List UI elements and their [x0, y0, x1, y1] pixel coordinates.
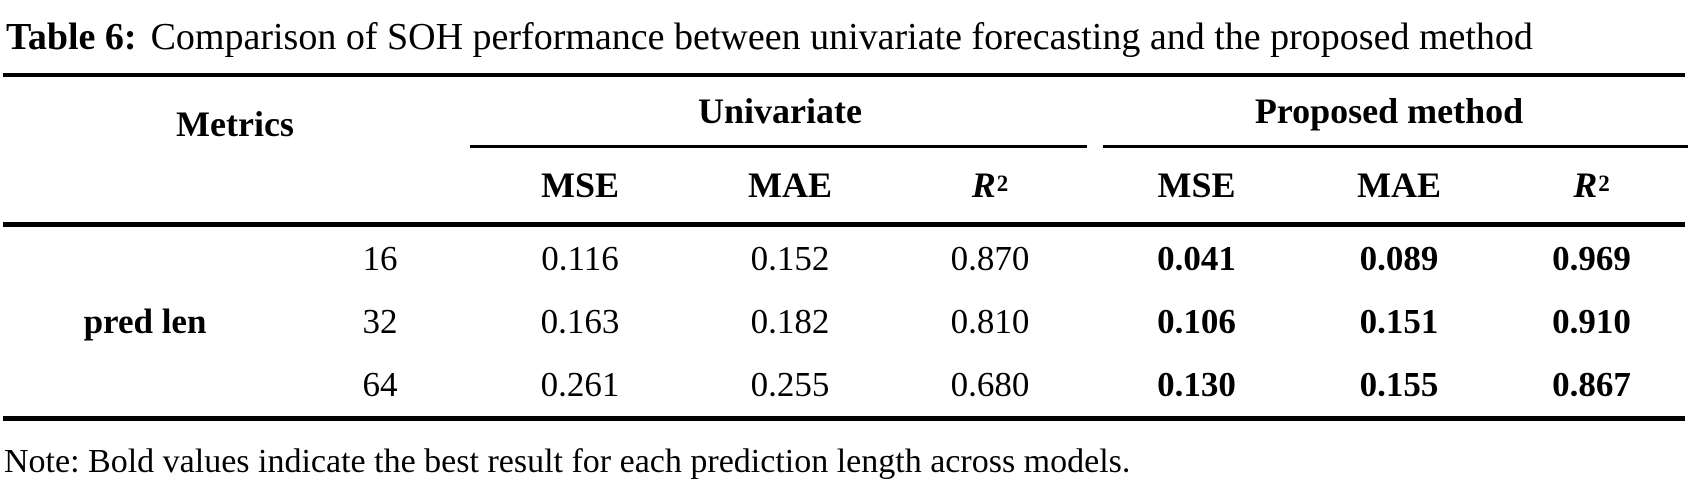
table-cell-proposed-mae: 0.089 [1359, 239, 1439, 278]
pred-len-row-group-label: pred len [83, 302, 207, 341]
table-cell-univariate-mae: 0.152 [750, 239, 830, 278]
proposed-cmidrule [1103, 145, 1688, 148]
proposed-group-header: Proposed method [1254, 91, 1524, 131]
univariate-r2-header-label: R [971, 165, 996, 205]
pred-len-value: 32 [362, 302, 398, 341]
table-cell-univariate-mse: 0.261 [540, 365, 620, 404]
table-cell-univariate-mae: 0.255 [750, 365, 830, 404]
proposed-r2-header-label: R [1573, 165, 1598, 205]
table-cell-proposed-mae: 0.151 [1359, 302, 1439, 341]
table-caption-label: Table 6: [6, 15, 137, 58]
table-cell-proposed-mse: 0.130 [1157, 365, 1236, 404]
metrics-column-header: Metrics [176, 103, 294, 144]
table-caption: Table 6: Comparison of SOH performance b… [0, 0, 1688, 73]
table-cell-univariate-mse: 0.163 [540, 302, 620, 341]
univariate-mae-header: MAE [690, 148, 890, 222]
bottom-rule [3, 416, 1685, 421]
mid-rule [3, 222, 1685, 227]
univariate-mse-header-label: MSE [540, 165, 619, 205]
table-cell-proposed-mse: 0.041 [1157, 239, 1236, 278]
proposed-mae-header-label: MAE [1357, 165, 1441, 205]
proposed-r2-header-sup: 2 [1598, 170, 1610, 196]
univariate-r2-header-sup: 2 [996, 170, 1009, 196]
univariate-mae-header-label: MAE [748, 165, 832, 205]
results-table: Metrics Univariate Proposed method MSE M… [0, 77, 1688, 416]
table-caption-text: Comparison of SOH performance between un… [150, 15, 1533, 58]
proposed-mse-header-label: MSE [1157, 165, 1236, 205]
table-cell-univariate-r2: 0.810 [950, 302, 1030, 341]
pred-len-value: 16 [362, 239, 398, 278]
top-rule [3, 73, 1685, 77]
table-cell-proposed-mae: 0.155 [1359, 365, 1439, 404]
table-cell-proposed-r2: 0.867 [1552, 365, 1631, 404]
table-cell-proposed-mse: 0.106 [1157, 302, 1236, 341]
table-cell-univariate-r2: 0.870 [950, 239, 1030, 278]
table-note: Note: Bold values indicate the best resu… [4, 443, 1131, 480]
univariate-group-header: Univariate [698, 91, 862, 131]
table-cell-univariate-mae: 0.182 [750, 302, 830, 341]
proposed-mse-header: MSE [1090, 148, 1303, 222]
univariate-cmidrule [470, 145, 1087, 148]
proposed-mae-header: MAE [1303, 148, 1495, 222]
table-cell-proposed-r2: 0.969 [1552, 239, 1631, 278]
table-cell-proposed-r2: 0.910 [1552, 302, 1631, 341]
table-cell-univariate-mse: 0.116 [541, 239, 619, 278]
univariate-mse-header: MSE [470, 148, 690, 222]
table-cell-univariate-r2: 0.680 [950, 365, 1030, 404]
pred-len-value: 64 [362, 365, 398, 404]
